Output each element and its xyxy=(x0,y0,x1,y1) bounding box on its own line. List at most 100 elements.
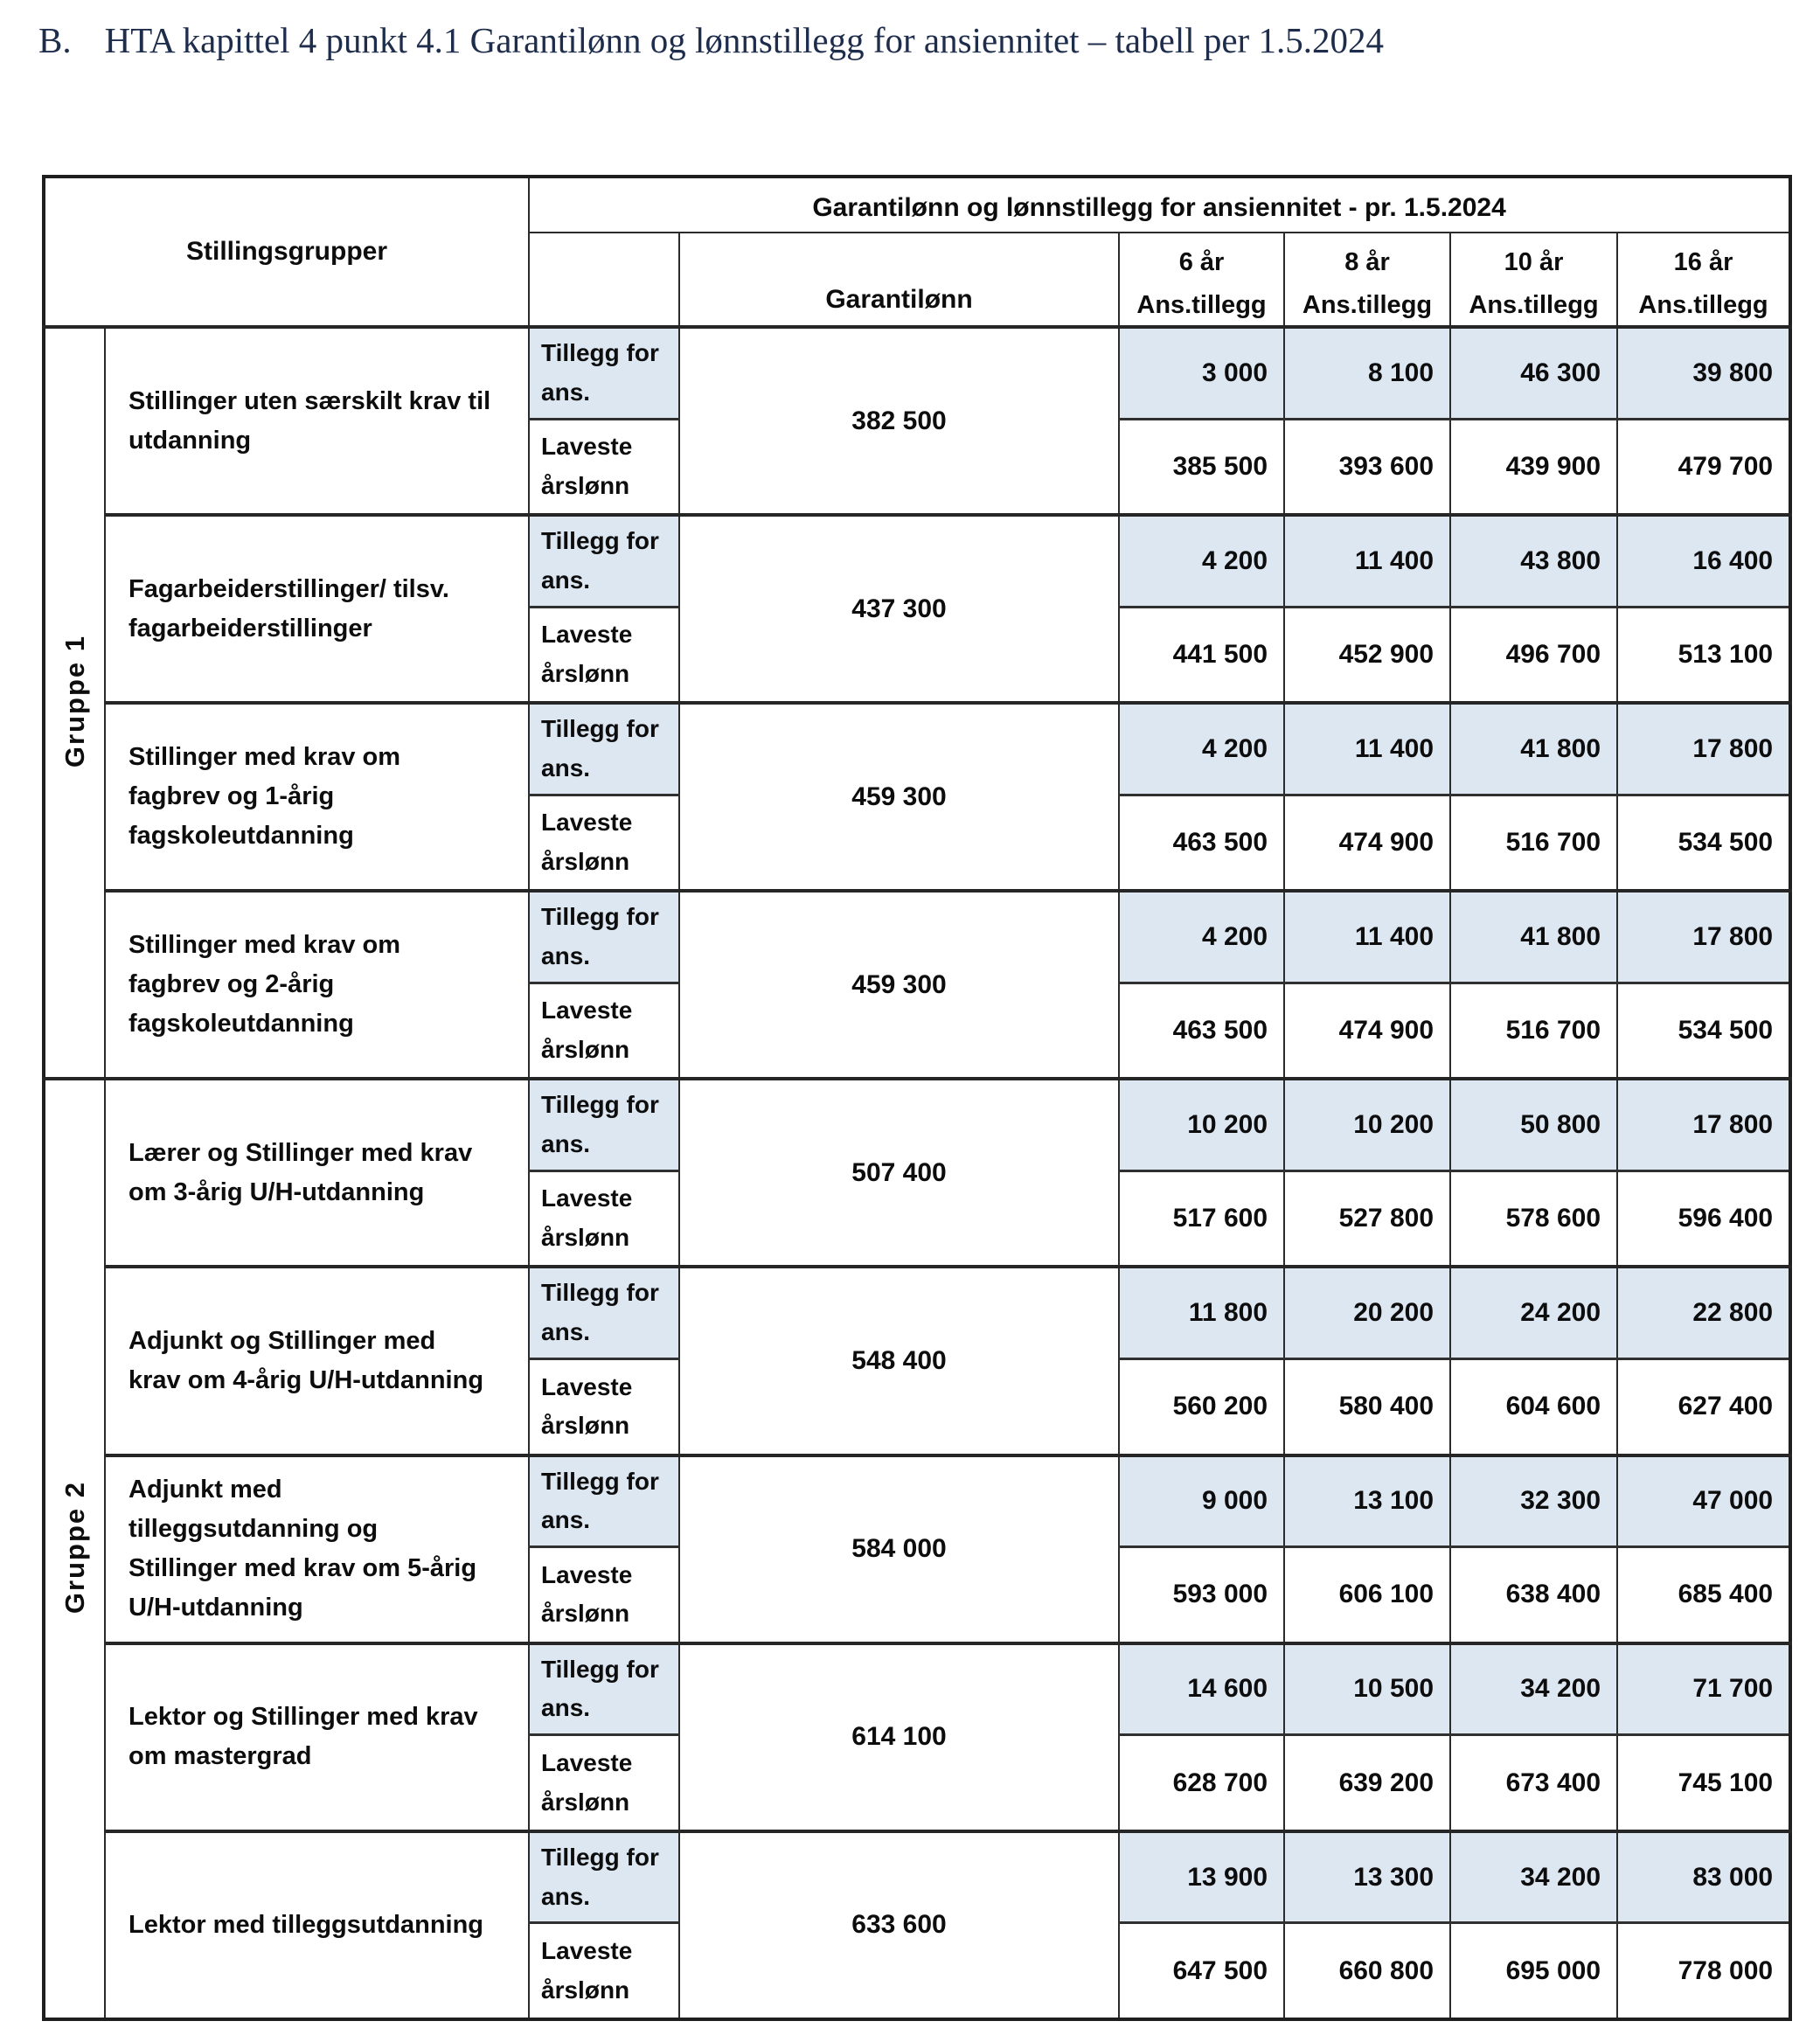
tillegg-value: 34 200 xyxy=(1449,1829,1619,1924)
laveste-value: 638 400 xyxy=(1449,1545,1619,1644)
job-group-name: Adjunkt med tilleggsutdanning og Stillin… xyxy=(103,1453,531,1644)
tillegg-value: 8 100 xyxy=(1283,324,1452,420)
tillegg-value: 17 800 xyxy=(1616,701,1792,796)
laveste-label: Laveste årslønn xyxy=(528,1545,681,1644)
header-8yr-sub: Ans.tillegg xyxy=(1302,291,1433,319)
tillegg-value: 16 400 xyxy=(1616,513,1792,608)
laveste-value: 604 600 xyxy=(1449,1358,1619,1456)
tillegg-value: 10 500 xyxy=(1283,1641,1452,1736)
laveste-value: 474 900 xyxy=(1283,981,1452,1080)
tillegg-value: 47 000 xyxy=(1616,1453,1792,1548)
laveste-value: 463 500 xyxy=(1118,793,1286,893)
laveste-label: Laveste årslønn xyxy=(528,793,681,893)
laveste-label: Laveste årslønn xyxy=(528,1921,681,2020)
tillegg-value: 14 600 xyxy=(1118,1641,1286,1736)
tillegg-value: 10 200 xyxy=(1283,1077,1452,1172)
table-row: Laveste årslønn 560 200 580 400 604 600 … xyxy=(44,1358,1792,1456)
tillegg-value: 17 800 xyxy=(1616,1077,1792,1172)
table-row: Laveste årslønn 441 500 452 900 496 700 … xyxy=(44,605,1792,705)
table-row: Gruppe 1 Stillinger uten særskilt krav t… xyxy=(43,324,1792,1080)
job-group-name: Stillinger uten særskilt krav til utdann… xyxy=(103,324,531,517)
header-stillingsgrupper: Stillingsgrupper xyxy=(42,176,531,328)
job-group-name: Stillinger med krav om fagbrev og 2-årig… xyxy=(103,889,531,1080)
garantilonn-value: 459 300 xyxy=(678,889,1121,1080)
header-6yr-year: 6 år xyxy=(1178,248,1225,276)
laveste-value: 441 500 xyxy=(1118,605,1286,705)
header-10yr-sub: Ans.tillegg xyxy=(1469,291,1599,319)
group-label-2-text: Gruppe 2 xyxy=(59,1480,90,1614)
job-group-name: Adjunkt og Stillinger med krav om 4-årig… xyxy=(103,1265,531,1456)
laveste-value: 660 800 xyxy=(1283,1921,1452,2020)
tillegg-value: 20 200 xyxy=(1283,1265,1452,1360)
laveste-value: 463 500 xyxy=(1118,981,1286,1080)
job-group-name: Lektor med tilleggsutdanning xyxy=(103,1829,531,2020)
garantilonn-value: 507 400 xyxy=(678,1077,1121,1268)
table-row: Laveste årslønn 517 600 527 800 578 600 … xyxy=(44,1169,1792,1268)
group-label-1-text: Gruppe 1 xyxy=(59,634,90,767)
laveste-value: 673 400 xyxy=(1449,1733,1619,1832)
tillegg-value: 34 200 xyxy=(1449,1641,1619,1736)
group-label-1: Gruppe 1 xyxy=(43,324,106,1080)
tillegg-value: 41 800 xyxy=(1449,889,1619,984)
table-row: Laveste årslønn 463 500 474 900 516 700 … xyxy=(44,793,1792,893)
laveste-label: Laveste årslønn xyxy=(528,1733,681,1832)
header-6yr: 6 år Ans.tillegg xyxy=(1118,232,1286,329)
tillegg-label: Tillegg for ans. xyxy=(528,1453,681,1548)
laveste-value: 606 100 xyxy=(1283,1545,1452,1644)
page-title: B. HTA kapittel 4 punkt 4.1 Garantilønn … xyxy=(38,19,1384,61)
laveste-value: 627 400 xyxy=(1616,1358,1792,1456)
laveste-value: 513 100 xyxy=(1616,605,1792,705)
tillegg-value: 11 400 xyxy=(1283,513,1452,608)
laveste-value: 560 200 xyxy=(1118,1358,1286,1456)
laveste-value: 385 500 xyxy=(1118,417,1286,517)
header-8yr-year: 8 år xyxy=(1344,248,1390,276)
header-empty-cell xyxy=(528,232,681,329)
header-16yr-year: 16 år xyxy=(1673,248,1733,276)
table-row: Laveste årslønn 628 700 639 200 673 400 … xyxy=(44,1733,1792,1832)
laveste-value: 534 500 xyxy=(1616,981,1792,1080)
laveste-value: 578 600 xyxy=(1449,1169,1619,1268)
laveste-label: Laveste årslønn xyxy=(528,605,681,705)
tillegg-value: 46 300 xyxy=(1449,324,1619,420)
laveste-value: 628 700 xyxy=(1118,1733,1286,1832)
laveste-value: 516 700 xyxy=(1449,793,1619,893)
laveste-value: 580 400 xyxy=(1283,1358,1452,1456)
tillegg-value: 9 000 xyxy=(1118,1453,1286,1548)
laveste-label: Laveste årslønn xyxy=(528,1358,681,1456)
laveste-value: 479 700 xyxy=(1616,417,1792,517)
laveste-value: 474 900 xyxy=(1283,793,1452,893)
table-row: Laveste årslønn 593 000 606 100 638 400 … xyxy=(44,1545,1792,1644)
tillegg-label: Tillegg for ans. xyxy=(528,1641,681,1736)
tillegg-value: 43 800 xyxy=(1449,513,1619,608)
laveste-value: 496 700 xyxy=(1449,605,1619,705)
tillegg-value: 17 800 xyxy=(1616,889,1792,984)
table-row: Adjunkt og Stillinger med krav om 4-årig… xyxy=(44,1265,1792,1456)
tillegg-value: 11 400 xyxy=(1283,889,1452,984)
laveste-value: 596 400 xyxy=(1616,1169,1792,1268)
header-10yr: 10 år Ans.tillegg xyxy=(1449,232,1619,329)
laveste-value: 527 800 xyxy=(1283,1169,1452,1268)
tillegg-value: 13 900 xyxy=(1118,1829,1286,1924)
garantilonn-value: 633 600 xyxy=(678,1829,1121,2020)
laveste-value: 647 500 xyxy=(1118,1921,1286,2020)
tillegg-label: Tillegg for ans. xyxy=(528,1829,681,1924)
tillegg-value: 83 000 xyxy=(1616,1829,1792,1924)
tillegg-label: Tillegg for ans. xyxy=(528,889,681,984)
group-label-2: Gruppe 2 xyxy=(43,1077,106,2020)
header-garantilonn: Garantilønn xyxy=(678,232,1121,329)
job-group-name: Fagarbeiderstillinger/ tilsv. fagarbeide… xyxy=(103,513,531,705)
tillegg-label: Tillegg for ans. xyxy=(528,701,681,796)
garantilonn-value: 459 300 xyxy=(678,701,1121,893)
tillegg-label: Tillegg for ans. xyxy=(528,1265,681,1360)
laveste-value: 695 000 xyxy=(1449,1921,1619,2020)
tillegg-value: 39 800 xyxy=(1616,324,1792,420)
header-row-2: Garantilønn 6 år Ans.tillegg 8 år Ans.ti… xyxy=(44,232,1792,329)
tillegg-value: 3 000 xyxy=(1118,324,1286,420)
laveste-value: 439 900 xyxy=(1449,417,1619,517)
tillegg-value: 71 700 xyxy=(1616,1641,1792,1736)
header-row-1: Stillingsgrupper Garantilønn og lønnstil… xyxy=(42,176,1792,328)
garantilonn-value: 614 100 xyxy=(678,1641,1121,1832)
table-row: Lektor og Stillinger med krav om masterg… xyxy=(44,1641,1792,1832)
table-row: Gruppe 2 Lærer og Stillinger med krav om… xyxy=(43,1077,1792,2020)
job-group-name: Stillinger med krav om fagbrev og 1-årig… xyxy=(103,701,531,893)
